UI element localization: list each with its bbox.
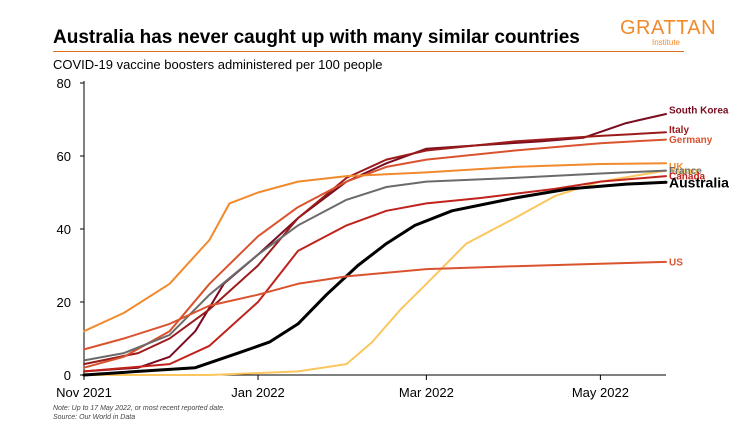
- chart-subtitle: COVID-19 vaccine boosters administered p…: [53, 57, 383, 72]
- series-line-canada: [83, 175, 667, 373]
- y-tick-label: 60: [57, 149, 71, 164]
- title-divider: [53, 51, 684, 52]
- series-label-france: France: [669, 166, 702, 177]
- series-layer: [82, 113, 668, 377]
- y-tick-label: 0: [64, 368, 71, 383]
- series-label-australia: Australia: [669, 174, 729, 190]
- y-tick-label: 80: [57, 76, 71, 91]
- series-label-uk: UK: [669, 162, 684, 173]
- series-line-italy: [83, 131, 667, 366]
- x-tick-label: Mar 2022: [399, 385, 454, 400]
- series-line-uk: [83, 162, 667, 333]
- series-label-germany: Germany: [669, 135, 713, 146]
- footnote: Note: Up to 17 May 2022, or most recent …: [53, 405, 225, 412]
- series-label-japan: Japan: [669, 166, 698, 177]
- y-tick-label: 40: [57, 222, 71, 237]
- series-line-japan: [83, 169, 667, 376]
- axes-layer: 0 20 40 60 80 Nov 2021 Jan 2022 Mar 2022 May 202…: [56, 76, 666, 400]
- series-label-canada: Canada: [669, 172, 706, 183]
- series-line-us: [83, 260, 667, 351]
- series-line-france: [83, 169, 667, 362]
- series-line-germany: [83, 138, 667, 369]
- series-label-south-korea: South Korea: [669, 106, 729, 117]
- series-label-us: US: [669, 257, 683, 268]
- logo-subtext: Institute: [651, 38, 680, 47]
- series-line-australia: [82, 180, 668, 377]
- series-label-italy: Italy: [669, 125, 689, 136]
- x-tick-label: Nov 2021: [56, 385, 112, 400]
- source-note: Source: Our World in Data: [53, 414, 136, 421]
- y-tick-label: 20: [57, 295, 71, 310]
- x-tick-label: May 2022: [572, 385, 629, 400]
- chart-title: Australia has never caught up with many …: [53, 27, 580, 48]
- x-tick-label: Jan 2022: [231, 385, 285, 400]
